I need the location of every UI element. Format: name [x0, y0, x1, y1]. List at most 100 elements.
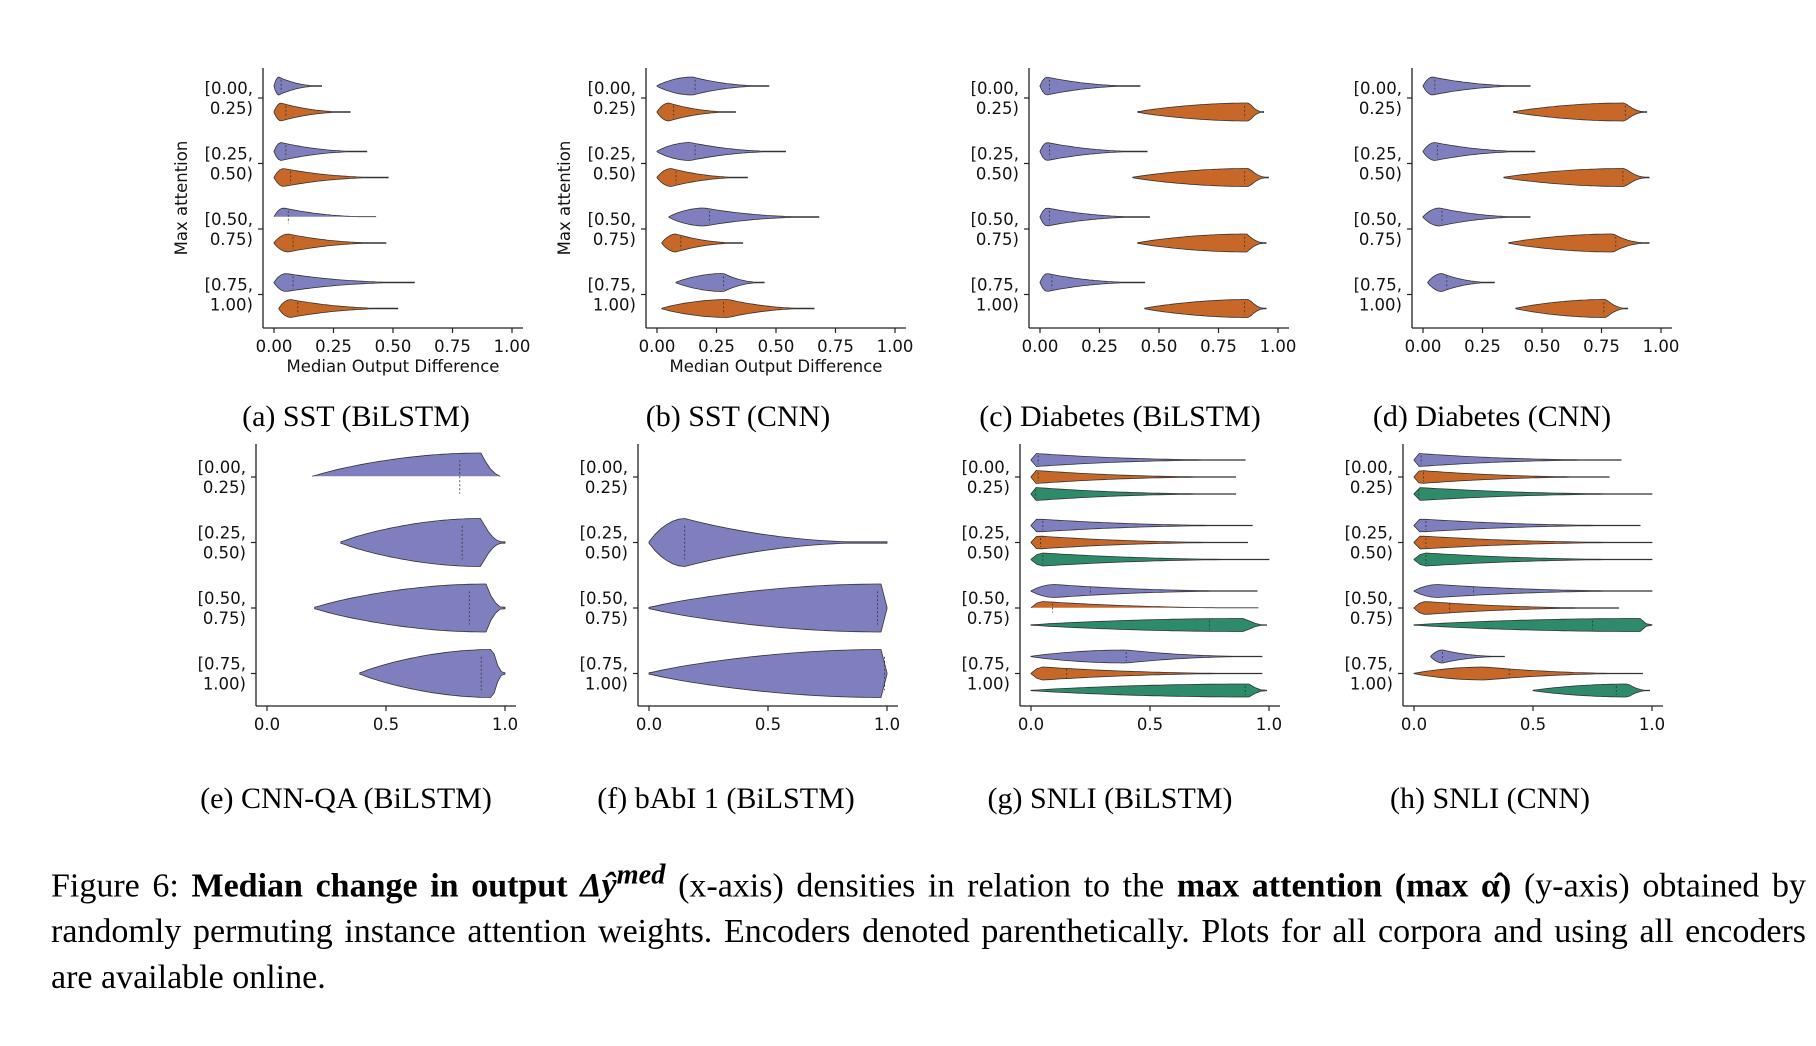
violin-cnn	[656, 168, 748, 187]
y-tick-label: 0.25)	[210, 99, 253, 118]
figure-caption: Figure 6: Median change in output Δŷmed …	[51, 853, 1806, 1001]
violin-third	[1413, 618, 1653, 632]
violin-cnn	[1030, 535, 1248, 550]
y-tick-label: 0.25)	[203, 478, 246, 497]
x-tick-label: 0.25	[1464, 337, 1501, 356]
panel-caption: (c) Diabetes (BiLSTM)	[979, 400, 1261, 433]
panel-caption: (g) SNLI (BiLSTM)	[988, 782, 1233, 815]
y-tick-label: 0.25)	[967, 478, 1010, 497]
y-axis-title: Max attention	[172, 141, 191, 256]
y-tick-label: 1.00)	[585, 675, 628, 694]
violin-cnn	[273, 168, 389, 187]
y-tick-label: [0.75,	[198, 655, 246, 674]
caption-label: Figure 6:	[51, 867, 179, 905]
violin-cnn	[1413, 666, 1643, 681]
violin-cnn	[273, 233, 387, 253]
y-tick-label: [0.00,	[580, 458, 628, 477]
violin-bilstm	[1039, 76, 1141, 96]
y-tick-label: [0.25,	[198, 524, 246, 543]
y-tick-label: [0.00,	[588, 79, 636, 98]
violin-cnn	[656, 102, 736, 122]
caption-math: Δŷmed	[580, 860, 665, 904]
violin-third	[1532, 683, 1650, 698]
violin-bilstm	[1413, 518, 1641, 533]
violin-bilstm	[1030, 518, 1253, 533]
y-tick-label: [0.75,	[580, 655, 628, 674]
y-tick-label: [0.75,	[1345, 655, 1393, 674]
violin-third	[1030, 683, 1267, 698]
panel-f: [0.00,0.25)[0.25,0.50)[0.50,0.75)[0.75,1…	[580, 444, 900, 815]
panel-caption: (a) SST (BiLSTM)	[242, 400, 470, 433]
x-tick-label: 0.00	[256, 337, 293, 356]
y-tick-label: 0.75)	[976, 230, 1019, 249]
violin-cnn	[1144, 299, 1267, 318]
y-tick-label: 0.75)	[1350, 609, 1393, 628]
violin-bilstm	[1039, 142, 1148, 161]
y-tick-label: 0.25)	[593, 99, 636, 118]
caption-math-sup: med	[616, 860, 666, 891]
x-tick-label: 0.5	[755, 715, 781, 734]
caption-bold-2: max attention (max α̂)	[1176, 867, 1512, 905]
x-tick-label: 1.0	[1639, 715, 1665, 734]
y-tick-label: 0.50)	[976, 165, 1019, 184]
y-tick-label: 0.50)	[593, 165, 636, 184]
violin-bilstm	[273, 142, 368, 161]
y-tick-label: [0.25,	[1354, 145, 1402, 164]
y-tick-label: [0.25,	[580, 524, 628, 543]
violin-bilstm	[1422, 207, 1531, 227]
y-tick-label: 1.00)	[967, 675, 1010, 694]
y-tick-label: 0.25)	[1359, 99, 1402, 118]
y-tick-label: 1.00)	[203, 675, 246, 694]
violin-bilstm	[1030, 649, 1263, 664]
panel-caption: (d) Diabetes (CNN)	[1373, 400, 1611, 433]
x-tick-label: 1.00	[494, 337, 531, 356]
y-tick-label: [0.00,	[1345, 458, 1393, 477]
y-tick-label: 0.75)	[585, 609, 628, 628]
x-tick-label: 0.00	[1405, 337, 1442, 356]
y-tick-label: 0.75)	[593, 230, 636, 249]
violin-bilstm	[359, 649, 506, 698]
y-tick-label: [0.75,	[971, 276, 1019, 295]
violin-bilstm	[273, 207, 377, 218]
violin-bilstm	[273, 76, 322, 96]
x-tick-label: 0.50	[758, 337, 795, 356]
violin-bilstm	[1039, 207, 1150, 227]
y-tick-label: 0.50)	[210, 165, 253, 184]
violin-bilstm	[1422, 76, 1531, 96]
violin-cnn	[1413, 601, 1620, 615]
violin-bilstm	[340, 518, 506, 567]
violin-third	[1030, 552, 1270, 567]
x-tick-label: 0.00	[639, 337, 676, 356]
y-tick-label: [0.50,	[962, 589, 1010, 608]
violin-third	[1030, 618, 1267, 632]
panel-caption: (f) bAbI 1 (BiLSTM)	[597, 782, 854, 815]
violin-cnn	[661, 233, 744, 253]
x-tick-label: 0.50	[1524, 337, 1561, 356]
violin-bilstm	[1430, 649, 1505, 664]
x-tick-label: 1.00	[1643, 337, 1680, 356]
panel-e: [0.00,0.25)[0.25,0.50)[0.50,0.75)[0.75,1…	[198, 444, 518, 815]
y-tick-label: [0.50,	[1345, 589, 1393, 608]
x-tick-label: 0.75	[1200, 337, 1237, 356]
violin-bilstm	[1030, 453, 1246, 467]
y-tick-label: 0.25)	[976, 99, 1019, 118]
violin-cnn	[1137, 102, 1265, 122]
violin-cnn	[1513, 102, 1648, 122]
violin-bilstm	[1427, 273, 1495, 292]
violin-bilstm	[312, 452, 501, 477]
panel-h: [0.00,0.25)[0.25,0.50)[0.50,0.75)[0.75,1…	[1345, 444, 1665, 815]
x-axis-title: Median Output Difference	[670, 357, 883, 376]
y-tick-label: [0.25,	[588, 145, 636, 164]
y-tick-label: 0.75)	[967, 609, 1010, 628]
y-tick-label: [0.50,	[205, 210, 253, 229]
y-tick-label: [0.50,	[971, 210, 1019, 229]
panel-a: [0.00,0.25)[0.25,0.50)[0.50,0.75)[0.75,1…	[172, 68, 530, 433]
violin-cnn	[273, 102, 351, 122]
violin-bilstm	[314, 583, 506, 633]
panel-caption: (h) SNLI (CNN)	[1390, 782, 1590, 815]
y-tick-label: 1.00)	[593, 296, 636, 315]
caption-text-1: (x-axis) densities in relation to the	[678, 867, 1165, 905]
x-tick-label: 0.50	[1141, 337, 1178, 356]
violin-cnn	[1508, 233, 1650, 253]
x-tick-label: 0.0	[1018, 715, 1044, 734]
